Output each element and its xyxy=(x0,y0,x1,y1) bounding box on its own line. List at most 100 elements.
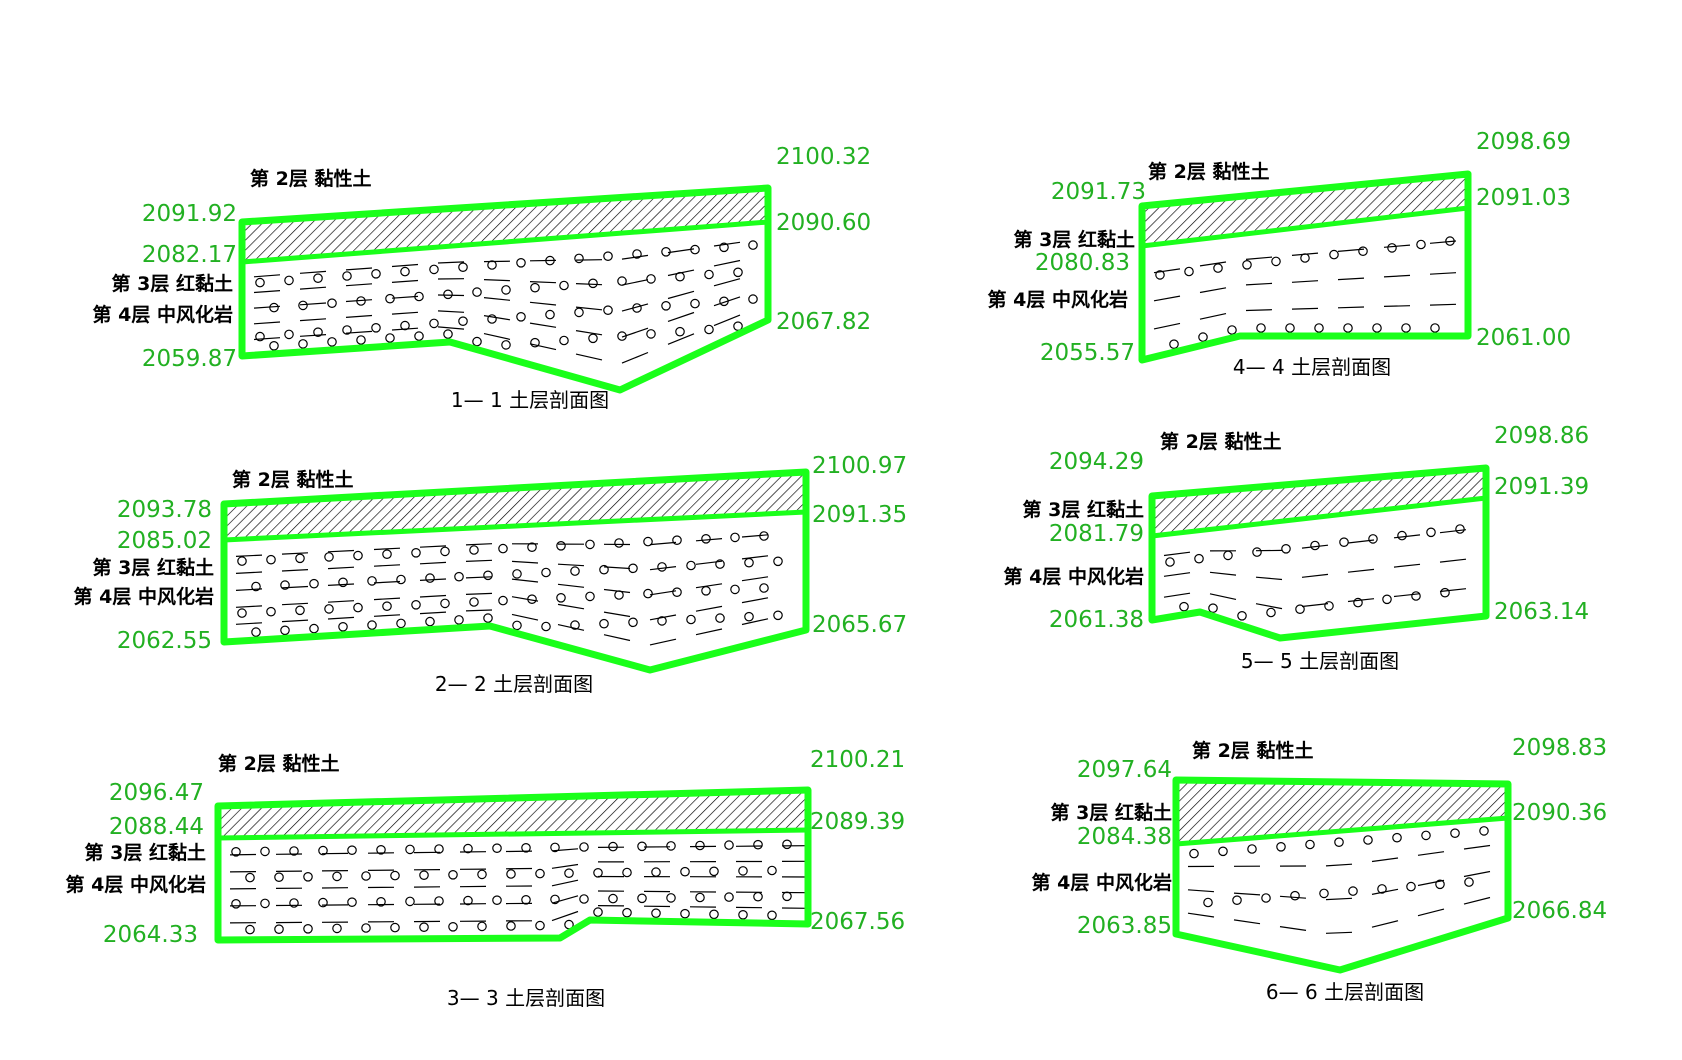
rock-dash xyxy=(1464,872,1490,877)
rock-dash xyxy=(696,539,722,541)
layer2-label: 第 2层 黏性土 xyxy=(250,167,371,190)
rock-dash xyxy=(1430,241,1456,243)
redclay-circle xyxy=(644,589,652,597)
rock-dash xyxy=(552,880,578,886)
layer3-label: 第 3层 红黏土 xyxy=(112,272,233,295)
rock-dash xyxy=(1372,858,1398,862)
rock-dash xyxy=(328,584,354,585)
redclay-circle xyxy=(1257,324,1265,332)
redclay-circle xyxy=(275,925,283,933)
redclay-circle xyxy=(502,286,510,294)
redclay-circle xyxy=(600,566,608,574)
layer2-label: 第 2层 黏性土 xyxy=(1160,430,1281,453)
redclay-circle xyxy=(1248,845,1256,853)
redclay-circle xyxy=(1412,592,1420,600)
rock-dash xyxy=(300,287,326,289)
sections-layer: 第 2层 黏性土第 3层 红黏土第 4层 中风化岩2091.922082.172… xyxy=(66,129,1608,1010)
elevation-left-top: 2093.78 xyxy=(117,497,212,523)
rock-dash xyxy=(530,282,556,283)
rock-dash xyxy=(714,261,740,266)
section-title: 3— 3 土层剖面图 xyxy=(447,986,605,1010)
rock-dash xyxy=(420,612,446,614)
rock-dash xyxy=(374,598,400,600)
redclay-circle xyxy=(285,276,293,284)
rock-dash xyxy=(1280,896,1306,898)
rock-dash xyxy=(1464,898,1490,905)
redclay-circle xyxy=(615,591,623,599)
redclay-circle xyxy=(281,626,289,634)
rock-dash xyxy=(1384,275,1410,277)
rock-dash xyxy=(576,354,602,360)
rock-dash xyxy=(742,577,768,581)
elevation-left-top: 2097.64 xyxy=(1077,757,1172,783)
redclay-circle xyxy=(542,622,550,630)
redclay-circle xyxy=(705,270,713,278)
redclay-circle xyxy=(484,571,492,579)
redclay-circle xyxy=(557,594,565,602)
rock-dash xyxy=(552,849,578,851)
layer3-label: 第 3层 红黏土 xyxy=(1014,228,1135,251)
redclay-circle xyxy=(1383,595,1391,603)
redclay-circle xyxy=(1373,324,1381,332)
redclay-circle xyxy=(383,602,391,610)
redclay-circle xyxy=(391,923,399,931)
elevation-right-top: 2100.32 xyxy=(776,144,871,170)
redclay-circle xyxy=(478,922,486,930)
rock-dash xyxy=(714,315,740,326)
rock-dash xyxy=(254,322,280,324)
rock-dash xyxy=(1292,281,1318,283)
redclay-circle xyxy=(638,842,646,850)
redclay-circle xyxy=(1306,840,1314,848)
redclay-circle xyxy=(1456,525,1464,533)
redclay-circle xyxy=(473,337,481,345)
redclay-circle xyxy=(517,313,525,321)
redclay-circle xyxy=(397,575,405,583)
rock-dash xyxy=(420,546,446,547)
elevation-right-top: 2100.97 xyxy=(812,453,907,479)
rock-dash xyxy=(282,603,308,604)
rock-dash xyxy=(1164,593,1190,597)
redclay-circle xyxy=(270,303,278,311)
redclay-circle xyxy=(285,330,293,338)
rock-dash xyxy=(1326,932,1352,933)
redclay-circle xyxy=(470,598,478,606)
elevation-right-mid: 2091.03 xyxy=(1476,185,1571,211)
rock-dash xyxy=(1302,574,1328,577)
layer2-label: 第 2层 黏性土 xyxy=(218,752,339,775)
rock-dash xyxy=(1338,278,1364,280)
redclay-circle xyxy=(314,274,322,282)
rock-dash xyxy=(1338,249,1364,251)
redclay-circle xyxy=(256,278,264,286)
redclay-circle xyxy=(760,584,768,592)
layer4-label: 第 4层 中风化岩 xyxy=(1004,565,1144,588)
rock-dash xyxy=(512,597,538,601)
redclay-circle xyxy=(1267,608,1275,616)
redclay-circle xyxy=(600,620,608,628)
rock-dash xyxy=(1256,577,1282,579)
rock-dash xyxy=(484,280,510,281)
rock-dash xyxy=(346,268,372,270)
redclay-circle xyxy=(705,325,713,333)
redclay-circle xyxy=(310,624,318,632)
redclay-circle xyxy=(362,872,370,880)
rock-dash xyxy=(466,577,492,578)
rock-dash xyxy=(374,548,400,549)
redclay-circle xyxy=(662,302,670,310)
rock-dash xyxy=(1302,545,1328,548)
redclay-circle xyxy=(609,842,617,850)
layer2-clay-band xyxy=(1176,780,1508,844)
rock-dash xyxy=(300,303,326,305)
redclay-circle xyxy=(739,911,747,919)
redclay-circle xyxy=(696,893,704,901)
rock-dash xyxy=(650,591,676,595)
rock-dash xyxy=(1188,890,1214,892)
redclay-circle xyxy=(391,871,399,879)
redclay-circle xyxy=(1262,894,1270,902)
redclay-circle xyxy=(696,841,704,849)
redclay-circle xyxy=(1315,324,1323,332)
redclay-circle xyxy=(386,334,394,342)
redclay-circle xyxy=(325,605,333,613)
rock-dash xyxy=(558,604,584,608)
redclay-circle xyxy=(449,871,457,879)
rock-dash xyxy=(1200,262,1226,266)
